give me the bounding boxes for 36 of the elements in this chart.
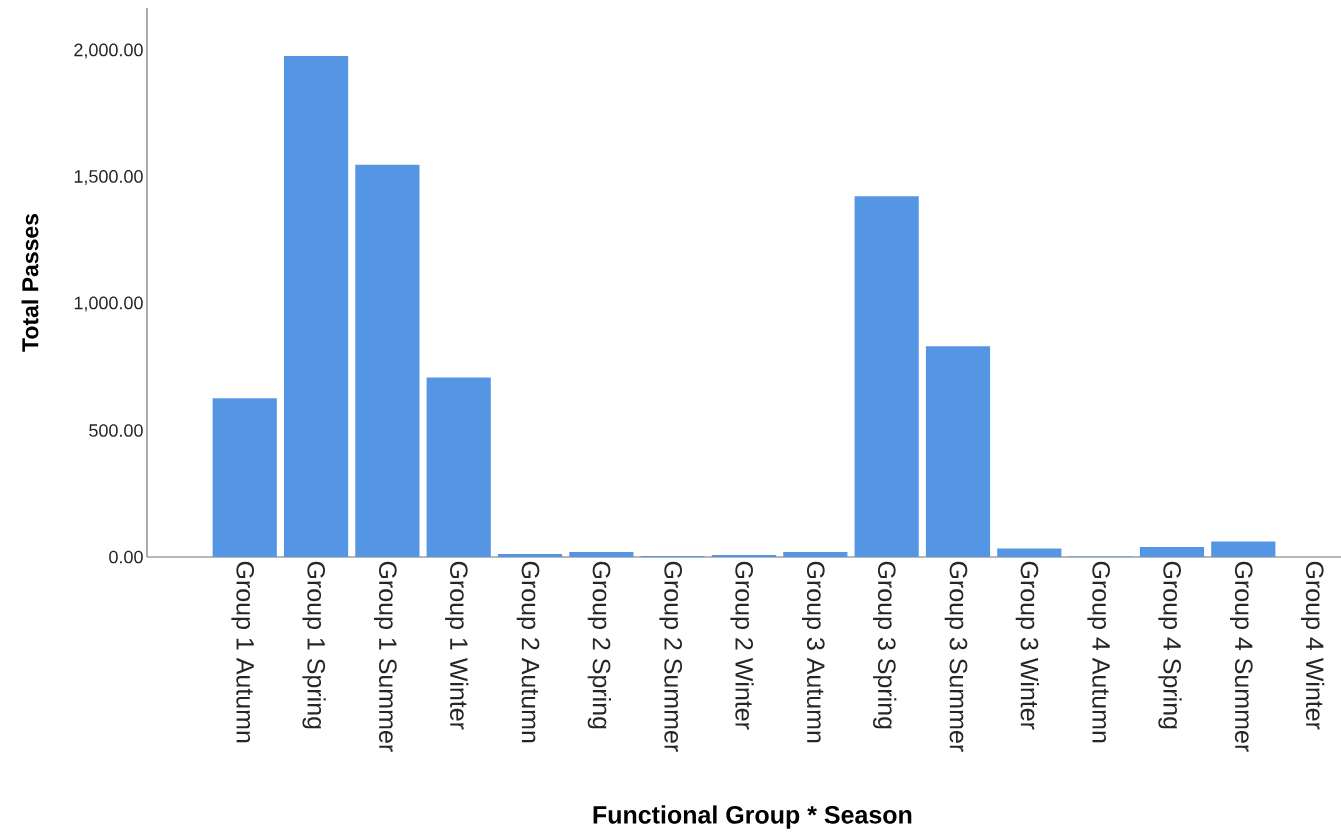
y-axis-title: Total Passes [21,214,39,352]
x-tick-label: Group 2 Summer [659,561,682,752]
x-tick-label: Group 3 Summer [944,561,968,752]
bar [426,377,491,557]
y-tick-label: 2,000.00 [74,43,143,59]
x-axis-title: Functional Group * Season [593,805,912,829]
bar [1211,541,1276,557]
x-tick-label: Group 4 Autumn [1087,561,1110,743]
bar [283,56,349,557]
x-tick-label: Group 2 Spring [587,561,611,729]
x-tick-label: Group 1 Spring [302,561,326,729]
x-tick-label: Group 1 Autumn [231,561,255,743]
bar [569,551,634,557]
x-tick-label: Group 2 Autumn [516,561,540,743]
bar [997,548,1062,557]
bar [925,346,991,557]
bar [212,398,277,557]
bar [854,196,919,557]
x-tick-label: Group 2 Winter [730,561,754,730]
x-tick-label: Group 3 Winter [1015,561,1039,730]
x-tick-label: Group 1 Winter [445,561,469,730]
y-tick-label: 1,500.00 [74,170,143,185]
bar [783,551,848,557]
bar [497,553,563,557]
x-tick-label: Group 4 Spring [1158,561,1182,729]
x-tick-label: Group 3 Spring [873,561,897,729]
x-tick-label: Group 4 Summer [1229,561,1253,752]
x-tick-label: Group 1 Summer [374,561,397,752]
bar [711,554,777,557]
bar [1139,546,1205,557]
y-tick-label: 500.00 [89,424,143,437]
x-tick-label: Group 4 Winter [1300,561,1325,730]
y-tick-label: 1,000.00 [74,296,143,312]
bar [355,164,420,557]
y-tick-label: 0.00 [109,550,143,564]
x-tick-label: Group 3 Autumn [802,561,825,743]
